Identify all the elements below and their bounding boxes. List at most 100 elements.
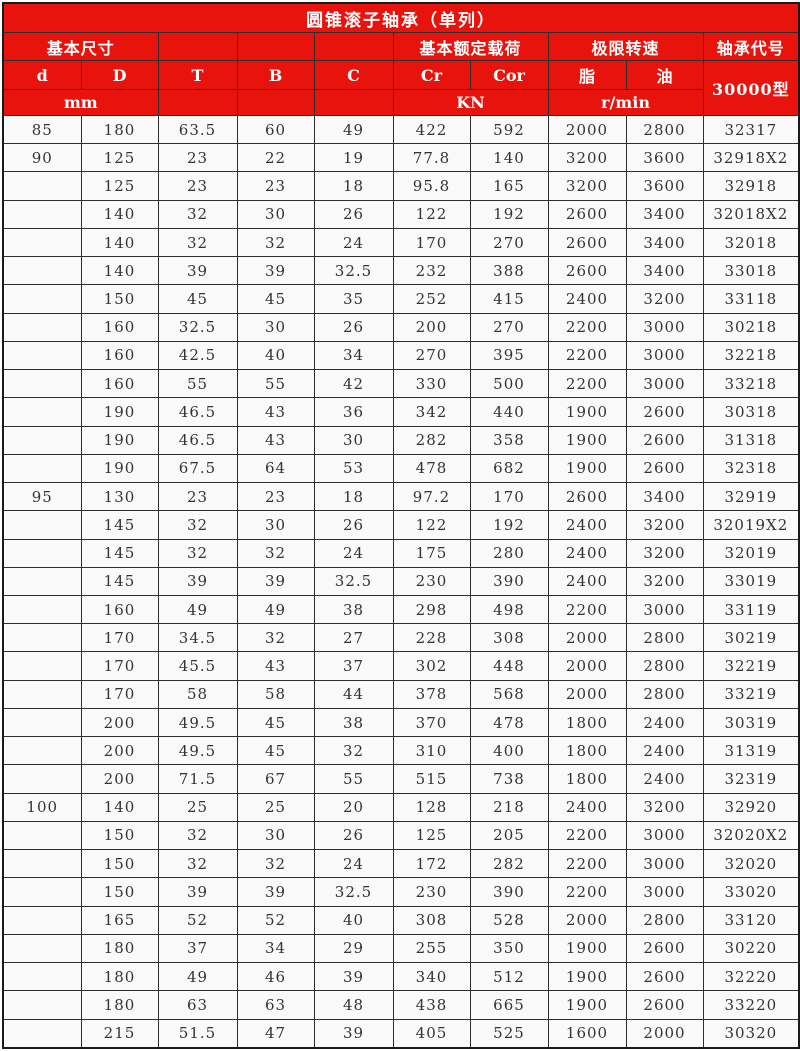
- cell-T: 49.5: [157, 736, 238, 766]
- table-row: 170 45.5 43 37 302 448 2000 2800 32219: [2, 651, 800, 681]
- unit-mm: mm: [2, 89, 159, 116]
- unit-spacer-B: [236, 89, 315, 116]
- cell-d: [2, 284, 82, 314]
- cell-oil: 2600: [625, 453, 704, 484]
- header-limit-speed: 极限转速: [547, 32, 704, 61]
- cell-d: 90: [2, 143, 82, 173]
- cell-T: 39: [157, 566, 238, 596]
- cell-C: 19: [313, 143, 394, 173]
- cell-oil: 3200: [625, 284, 704, 314]
- cell-T: 55: [157, 369, 238, 399]
- cell-d: [2, 933, 82, 964]
- cell-D: 150: [80, 877, 159, 907]
- cell-T: 63: [157, 990, 238, 1020]
- cell-grease: 1800: [547, 707, 627, 738]
- cell-D: 160: [80, 369, 159, 399]
- cell-oil: 3400: [625, 256, 704, 286]
- unit-spacer-T: [157, 89, 238, 116]
- cell-Cor: 205: [469, 820, 549, 851]
- cell-T: 32: [157, 849, 238, 879]
- table-row: 145 32 30 26 122 192 2400 3200 32019X2: [2, 510, 800, 540]
- cell-T: 58: [157, 679, 238, 709]
- cell-Cr: 125: [392, 820, 471, 851]
- cell-B: 64: [236, 453, 315, 484]
- cell-d: [2, 820, 82, 851]
- cell-T: 45: [157, 284, 238, 314]
- cell-oil: 2600: [625, 397, 704, 427]
- cell-B: 43: [236, 397, 315, 427]
- title-row: 圆锥滚子轴承（单列）: [2, 2, 800, 33]
- cell-oil: 2800: [625, 114, 704, 145]
- cell-Cr: 230: [392, 877, 471, 907]
- cell-C: 37: [313, 651, 394, 681]
- cell-grease: 2000: [547, 114, 627, 145]
- cell-Cr: 170: [392, 227, 471, 258]
- table-row: 150 39 39 32.5 230 390 2200 3000 33020: [2, 877, 800, 907]
- table-row: 90 125 23 22 19 77.8 140 3200 3600 32918X2: [2, 143, 800, 173]
- cell-grease: 2600: [547, 227, 627, 258]
- table-row: 180 49 46 39 340 512 1900 2600 32220: [2, 962, 800, 992]
- cell-D: 170: [80, 651, 159, 681]
- cell-Cor: 170: [469, 482, 549, 512]
- cell-grease: 2200: [547, 849, 627, 879]
- cell-grease: 3200: [547, 143, 627, 173]
- cell-B: 25: [236, 792, 315, 822]
- table-row: 190 46.5 43 30 282 358 1900 2600 31318: [2, 425, 800, 455]
- cell-grease: 2200: [547, 312, 627, 342]
- cell-B: 45: [236, 284, 315, 314]
- cell-B: 60: [236, 114, 315, 145]
- cell-code: 32219: [702, 651, 800, 681]
- cell-B: 47: [236, 1018, 315, 1049]
- cell-Cr: 230: [392, 566, 471, 596]
- cell-D: 130: [80, 482, 159, 512]
- table-row: 160 42.5 40 34 270 395 2200 3000 32218: [2, 340, 800, 371]
- cell-B: 39: [236, 256, 315, 286]
- cell-B: 23: [236, 171, 315, 201]
- cell-d: [2, 594, 82, 625]
- cell-d: [2, 256, 82, 286]
- cell-Cor: 282: [469, 849, 549, 879]
- cell-D: 145: [80, 566, 159, 596]
- cell-D: 140: [80, 792, 159, 822]
- table-title: 圆锥滚子轴承（单列）: [2, 2, 800, 33]
- cell-oil: 3400: [625, 199, 704, 229]
- cell-Cr: 77.8: [392, 143, 471, 173]
- table-row: 200 71.5 67 55 515 738 1800 2400 32319: [2, 764, 800, 794]
- cell-d: [2, 199, 82, 229]
- cell-Cor: 192: [469, 510, 549, 540]
- table-row: 145 39 39 32.5 230 390 2400 3200 33019: [2, 566, 800, 596]
- cell-B: 39: [236, 566, 315, 596]
- cell-C: 24: [313, 538, 394, 568]
- cell-code: 30220: [702, 933, 800, 964]
- cell-B: 46: [236, 962, 315, 992]
- cell-Cr: 342: [392, 397, 471, 427]
- cell-T: 23: [157, 143, 238, 173]
- cell-D: 140: [80, 227, 159, 258]
- cell-grease: 2400: [547, 284, 627, 314]
- table-row: 160 32.5 30 26 200 270 2200 3000 30218: [2, 312, 800, 342]
- cell-B: 32: [236, 538, 315, 568]
- cell-d: [2, 340, 82, 371]
- unit-kn: KN: [392, 89, 549, 116]
- cell-grease: 2200: [547, 369, 627, 399]
- cell-grease: 2400: [547, 538, 627, 568]
- cell-oil: 2400: [625, 707, 704, 738]
- cell-Cor: 500: [469, 369, 549, 399]
- cell-Cr: 515: [392, 764, 471, 794]
- cell-code: 33020: [702, 877, 800, 907]
- cell-code: 33219: [702, 679, 800, 709]
- header-col-Cr: Cr: [392, 60, 471, 90]
- cell-Cr: 122: [392, 199, 471, 229]
- cell-C: 18: [313, 171, 394, 201]
- cell-oil: 2000: [625, 1018, 704, 1049]
- table-row: 150 32 32 24 172 282 2200 3000 32020: [2, 849, 800, 879]
- cell-B: 43: [236, 425, 315, 455]
- header-col-grease: 脂: [547, 60, 627, 90]
- cell-C: 18: [313, 482, 394, 512]
- cell-D: 190: [80, 397, 159, 427]
- cell-T: 49: [157, 594, 238, 625]
- cell-C: 26: [313, 820, 394, 851]
- cell-grease: 1900: [547, 990, 627, 1020]
- cell-C: 32.5: [313, 877, 394, 907]
